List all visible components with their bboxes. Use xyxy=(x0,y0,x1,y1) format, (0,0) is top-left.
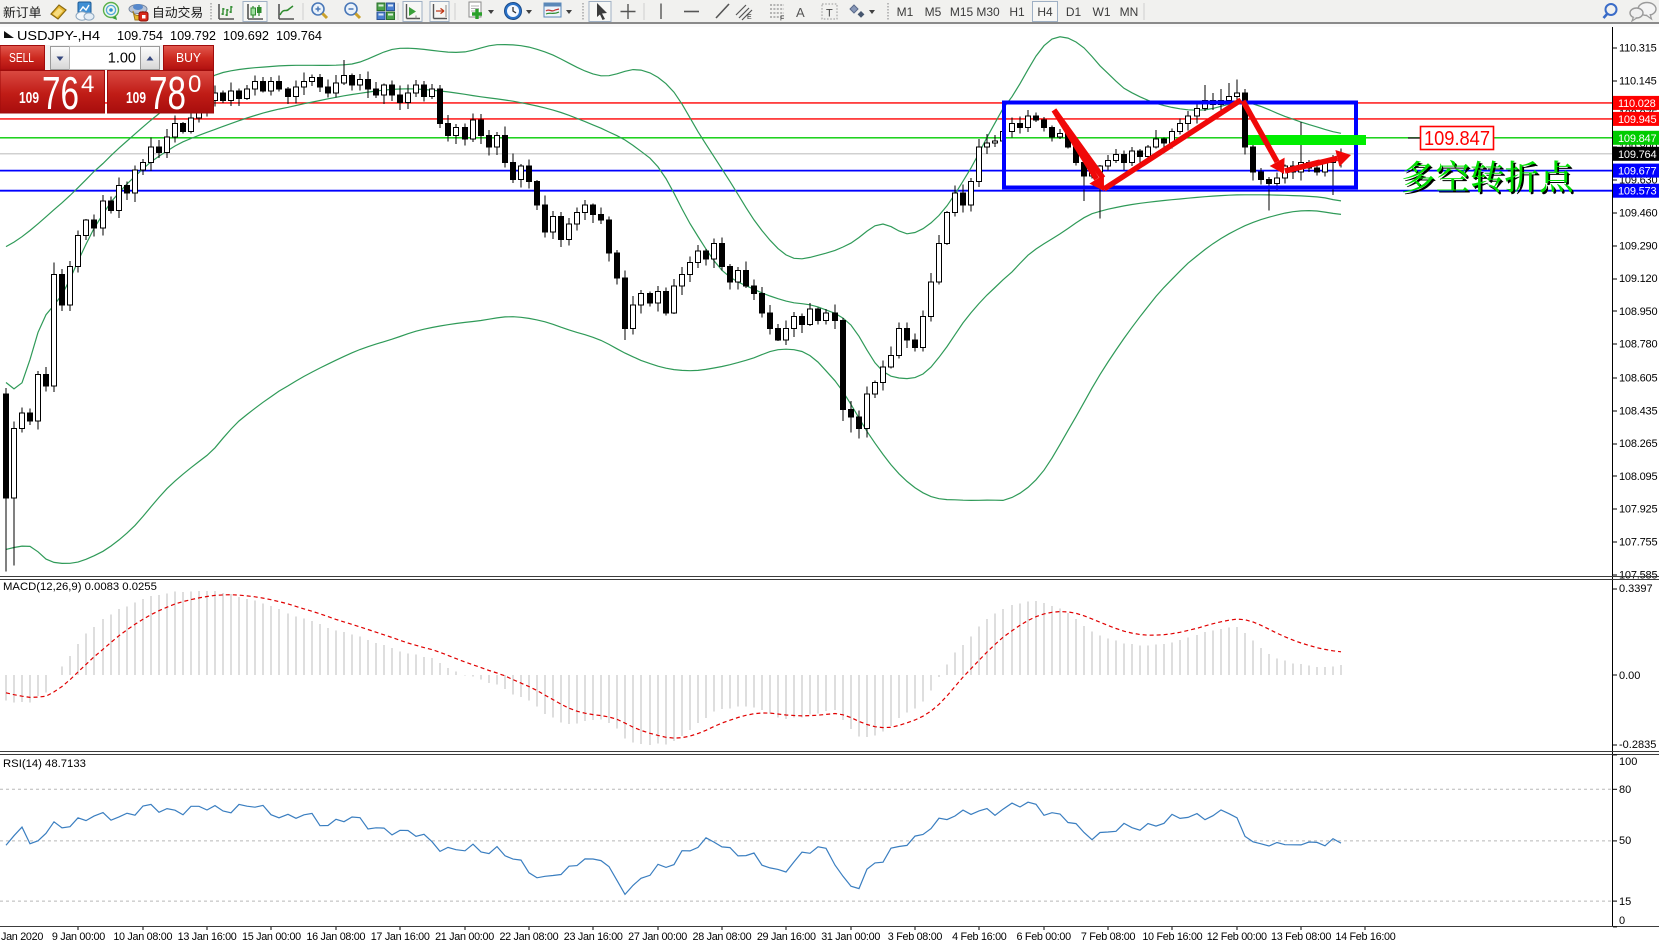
svg-text:109.630: 109.630 xyxy=(1619,175,1657,187)
svg-text:0: 0 xyxy=(188,71,201,98)
svg-text:109.573: 109.573 xyxy=(1618,186,1656,198)
svg-text:109.460: 109.460 xyxy=(1619,208,1657,220)
svg-text:A: A xyxy=(796,5,805,20)
svg-text:-0.2835: -0.2835 xyxy=(1619,739,1656,751)
svg-text:109.764: 109.764 xyxy=(1618,149,1656,161)
svg-text:107.925: 107.925 xyxy=(1619,504,1657,516)
svg-text:109.677: 109.677 xyxy=(1618,166,1656,178)
svg-text:SELL: SELL xyxy=(9,50,34,65)
svg-text:15: 15 xyxy=(1619,896,1631,908)
svg-text:100: 100 xyxy=(1619,756,1637,768)
svg-text:109.945: 109.945 xyxy=(1618,114,1656,126)
svg-text:109.290: 109.290 xyxy=(1619,240,1657,252)
svg-text:16 Jan 08:00: 16 Jan 08:00 xyxy=(306,931,365,943)
svg-text:M30: M30 xyxy=(976,5,1000,19)
svg-text:4 Feb 16:00: 4 Feb 16:00 xyxy=(952,931,1007,943)
svg-text:T: T xyxy=(826,8,833,20)
svg-text:28 Jan 08:00: 28 Jan 08:00 xyxy=(692,931,751,943)
svg-text:15 Jan 00:00: 15 Jan 00:00 xyxy=(242,931,301,943)
svg-text:13 Jan 16:00: 13 Jan 16:00 xyxy=(178,931,237,943)
svg-text:108.950: 108.950 xyxy=(1619,306,1657,318)
svg-text:50: 50 xyxy=(1619,835,1631,847)
svg-text:109.847: 109.847 xyxy=(1424,127,1490,150)
svg-text:17 Jan 16:00: 17 Jan 16:00 xyxy=(371,931,430,943)
svg-text:109: 109 xyxy=(126,90,146,107)
svg-text:109.754: 109.754 xyxy=(117,28,163,43)
svg-text:3 Feb 08:00: 3 Feb 08:00 xyxy=(888,931,943,943)
svg-text:D1: D1 xyxy=(1066,5,1082,19)
svg-text:W1: W1 xyxy=(1093,5,1111,19)
svg-text:M15: M15 xyxy=(950,5,974,19)
svg-text:109.120: 109.120 xyxy=(1619,273,1657,285)
svg-text:108.435: 108.435 xyxy=(1619,405,1657,417)
svg-text:6 Feb 00:00: 6 Feb 00:00 xyxy=(1017,931,1072,943)
svg-text:1.00: 1.00 xyxy=(108,51,136,67)
svg-text:4: 4 xyxy=(81,71,94,98)
svg-text:108.780: 108.780 xyxy=(1619,339,1657,351)
svg-text:MN: MN xyxy=(1120,5,1139,19)
svg-text:76: 76 xyxy=(42,67,79,119)
svg-text:110.315: 110.315 xyxy=(1619,43,1657,55)
svg-text:0.00: 0.00 xyxy=(1619,670,1640,682)
svg-text:MACD(12,26,9) 0.0083 0.0255: MACD(12,26,9) 0.0083 0.0255 xyxy=(3,581,157,593)
svg-text:107.585: 107.585 xyxy=(1619,569,1657,581)
svg-text:M1: M1 xyxy=(897,5,914,19)
svg-text:109: 109 xyxy=(19,90,39,107)
svg-text:F: F xyxy=(780,16,784,23)
svg-text:0: 0 xyxy=(1619,915,1625,927)
svg-text:80: 80 xyxy=(1619,784,1631,796)
svg-text:27 Jan 00:00: 27 Jan 00:00 xyxy=(628,931,687,943)
svg-text:E: E xyxy=(747,14,752,21)
svg-text:21 Jan 00:00: 21 Jan 00:00 xyxy=(435,931,494,943)
svg-text:14 Feb 16:00: 14 Feb 16:00 xyxy=(1335,931,1395,943)
svg-text:7 Feb 08:00: 7 Feb 08:00 xyxy=(1081,931,1136,943)
svg-text:H1: H1 xyxy=(1009,5,1025,19)
svg-text:13 Feb 08:00: 13 Feb 08:00 xyxy=(1271,931,1331,943)
svg-text:78: 78 xyxy=(149,67,186,119)
svg-text:USDJPY-,H4: USDJPY-,H4 xyxy=(17,28,100,43)
svg-text:RSI(14) 48.7133: RSI(14) 48.7133 xyxy=(3,758,86,770)
svg-text:110.145: 110.145 xyxy=(1619,75,1657,87)
svg-text:107.755: 107.755 xyxy=(1619,537,1657,549)
svg-text:10 Jan 08:00: 10 Jan 08:00 xyxy=(113,931,172,943)
svg-text:23 Jan 16:00: 23 Jan 16:00 xyxy=(564,931,623,943)
svg-text:109.847: 109.847 xyxy=(1618,133,1656,145)
svg-text:BUY: BUY xyxy=(176,50,201,65)
svg-text:109.692: 109.692 xyxy=(223,28,269,43)
svg-text:108.095: 108.095 xyxy=(1619,471,1657,483)
svg-text:10 Feb 16:00: 10 Feb 16:00 xyxy=(1142,931,1202,943)
svg-text:22 Jan 08:00: 22 Jan 08:00 xyxy=(499,931,558,943)
svg-text:Jan 2020: Jan 2020 xyxy=(1,931,43,943)
svg-text:29 Jan 16:00: 29 Jan 16:00 xyxy=(757,931,816,943)
svg-text:0.3397: 0.3397 xyxy=(1619,583,1653,595)
svg-text:108.605: 108.605 xyxy=(1619,372,1657,384)
svg-text:M5: M5 xyxy=(925,5,942,19)
svg-text:H4: H4 xyxy=(1037,5,1053,19)
svg-text:9 Jan 00:00: 9 Jan 00:00 xyxy=(52,931,105,943)
svg-text:12 Feb 00:00: 12 Feb 00:00 xyxy=(1207,931,1267,943)
svg-text:110.028: 110.028 xyxy=(1618,98,1656,110)
svg-text:108.265: 108.265 xyxy=(1619,438,1657,450)
svg-text:31 Jan 00:00: 31 Jan 00:00 xyxy=(821,931,880,943)
svg-text:109.764: 109.764 xyxy=(276,28,322,43)
svg-text:109.792: 109.792 xyxy=(170,28,216,43)
